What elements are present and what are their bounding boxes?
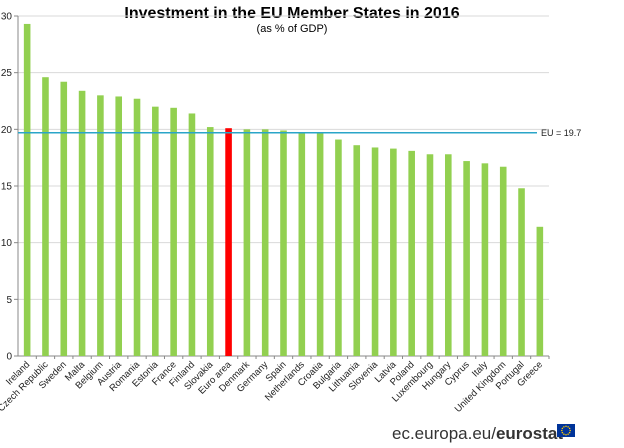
flag-star [567, 426, 569, 428]
footer-brand: eurostat [496, 424, 563, 443]
bar-denmark [243, 129, 251, 356]
bar-latvia [390, 148, 397, 356]
bar-romania [133, 98, 141, 356]
bar-germany [261, 129, 269, 356]
flag-star [563, 426, 565, 428]
bar-slovakia [206, 127, 214, 356]
y-tick-label-30: 30 [1, 12, 13, 23]
bar-bulgaria [335, 139, 342, 356]
footer-site: ec.europa.eu/ [392, 424, 496, 443]
flag-star [567, 433, 569, 435]
bar-luxembourg [426, 154, 434, 356]
footer-source: ec.europa.eu/eurostat [392, 424, 563, 443]
bar-italy [481, 163, 489, 356]
bar-spain [280, 130, 287, 356]
bar-hungary [444, 154, 452, 356]
bar-finland [188, 113, 196, 356]
bar-united-kingdom [499, 166, 507, 356]
bar-euro-area [225, 128, 232, 356]
flag-star [569, 429, 571, 432]
flag-star [568, 431, 571, 434]
flag-star [568, 427, 571, 430]
bar-lithuania [353, 145, 361, 356]
flag-star [565, 433, 567, 436]
flag-star [561, 429, 563, 432]
bar-austria [115, 96, 123, 356]
y-tick-label-25: 25 [1, 68, 13, 79]
chart-subtitle: (as % of GDP) [257, 23, 328, 35]
bar-netherlands [298, 132, 306, 356]
footer: ec.europa.eu/eurostat [392, 424, 575, 443]
eu-flag-icon [557, 424, 575, 437]
bar-croatia [316, 132, 324, 356]
eu-average-label: EU = 19.7 [541, 128, 581, 138]
eu-average-line: EU = 19.7 [18, 128, 581, 138]
bar-belgium [97, 95, 104, 356]
bar-poland [408, 150, 415, 356]
bar-greece [536, 226, 544, 356]
chart-title: Investment in the EU Member States in 20… [124, 5, 459, 22]
flag-star [565, 425, 567, 428]
y-tick-label-15: 15 [1, 182, 13, 193]
bar-portugal [518, 188, 525, 356]
bars [23, 23, 544, 357]
bar-estonia [152, 106, 159, 357]
flag-star [561, 431, 564, 434]
bar-france [170, 107, 177, 356]
bar-cyprus [463, 161, 470, 356]
y-tick-label-10: 10 [1, 238, 13, 249]
y-tick-label-0: 0 [6, 352, 12, 363]
flag-star [563, 433, 565, 435]
bar-malta [78, 90, 86, 357]
bar-sweden [60, 81, 68, 356]
flag-star [561, 427, 564, 430]
y-tick-label-20: 20 [1, 125, 13, 136]
bar-ireland [23, 23, 31, 357]
bar-czech-republic [42, 77, 49, 356]
bar-slovenia [371, 147, 379, 356]
y-tick-label-5: 5 [6, 295, 12, 306]
